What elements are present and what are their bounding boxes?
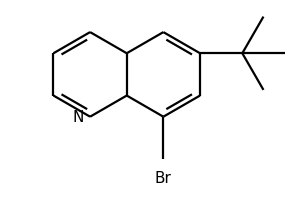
Text: Br: Br [155,170,172,185]
Text: N: N [72,110,84,125]
